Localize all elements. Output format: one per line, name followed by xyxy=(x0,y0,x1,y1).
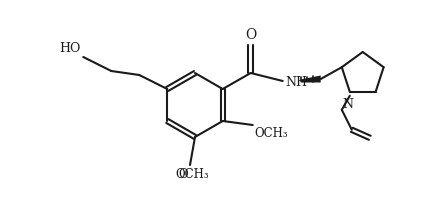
Text: O: O xyxy=(178,168,188,181)
Text: N: N xyxy=(342,98,353,111)
Text: OCH₃: OCH₃ xyxy=(175,168,209,181)
Text: OCH₃: OCH₃ xyxy=(255,127,288,140)
Polygon shape xyxy=(301,75,321,82)
Text: O: O xyxy=(245,28,256,42)
Text: HO: HO xyxy=(59,42,80,55)
Text: NH: NH xyxy=(286,76,308,90)
